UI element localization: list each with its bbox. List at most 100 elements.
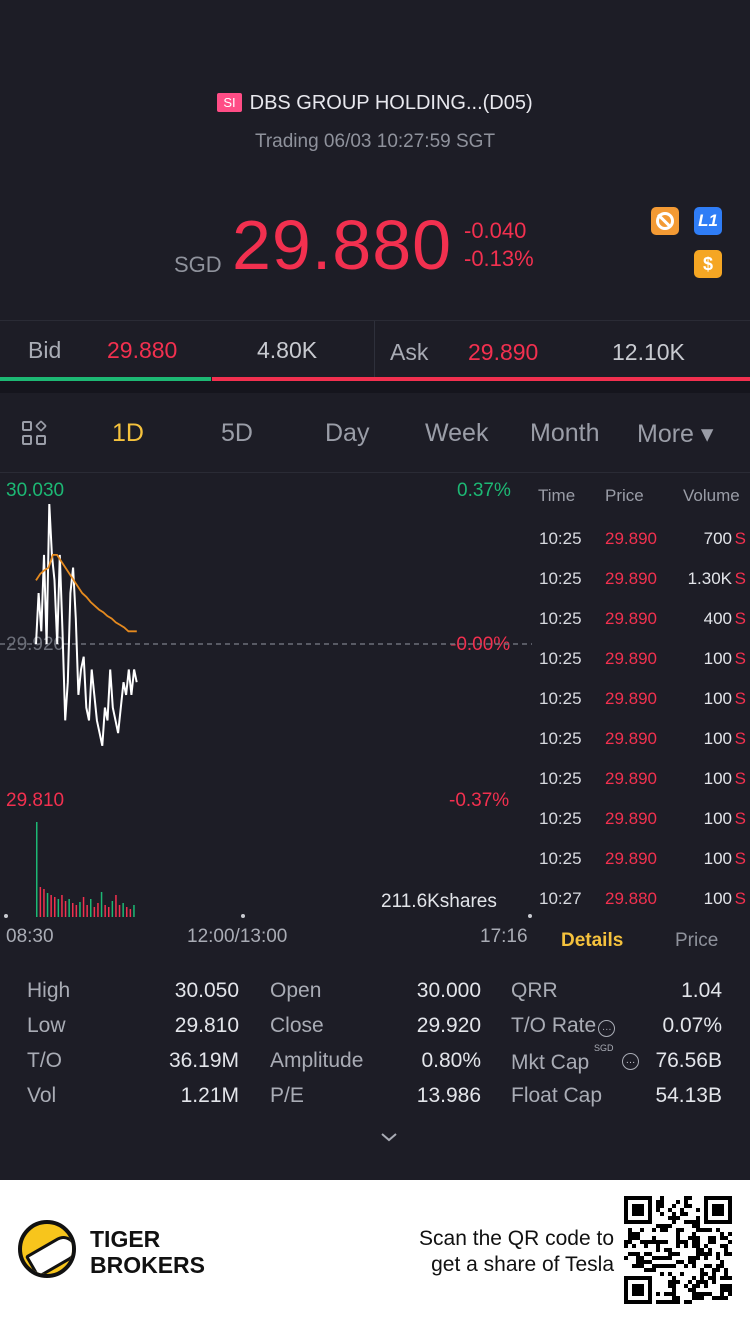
dollar-icon[interactable]: $ <box>694 250 722 278</box>
tick-volume: 100 <box>703 809 732 828</box>
market-cap-currency: SGD <box>594 1043 614 1053</box>
stats-panel: High 30.050 Low 29.810 T/O 36.19M Vol 1.… <box>0 975 750 1165</box>
volume-bar <box>93 907 96 917</box>
bid-label: Bid <box>28 337 62 363</box>
volume-bar <box>86 905 88 917</box>
tiger-logo-icon <box>18 1220 76 1278</box>
chart-prev-close: 29.920 <box>6 634 65 655</box>
volume-bar <box>133 905 135 917</box>
volume-bar <box>57 899 60 917</box>
low-value: 29.810 <box>174 1014 239 1037</box>
tick-time: 10:25 <box>539 649 582 668</box>
volume-bar <box>64 901 67 917</box>
tick-header-volume: Volume <box>683 486 740 505</box>
section-separator <box>0 381 750 393</box>
turnover-rate-label[interactable]: T/O Rate… <box>511 1014 616 1038</box>
tick-row: 10:25 29.890 100 S <box>532 809 750 849</box>
chevron-down-icon[interactable] <box>380 1128 398 1146</box>
stock-title: DBS GROUP HOLDING...(D05) <box>249 92 533 114</box>
tick-list[interactable]: Time Price Volume 10:25 29.890 700 S 10:25 29… <box>532 474 750 914</box>
tick-side: S <box>734 689 746 708</box>
no-short-icon[interactable] <box>651 207 679 235</box>
ask-ratio-fill <box>212 377 750 381</box>
tab-month[interactable]: Month <box>530 419 600 447</box>
info-icon[interactable]: … <box>598 1020 616 1037</box>
bid-ask-bar[interactable]: Bid 29.880 4.80K Ask 29.890 12.10K <box>0 320 750 379</box>
high-value: 30.050 <box>174 979 239 1002</box>
period-tabs: 1D 5D Day Week Month More ▾ <box>0 393 750 473</box>
tick-side: S <box>734 649 746 668</box>
amplitude-label: Amplitude <box>270 1049 364 1072</box>
tick-volume: 1.30K <box>687 569 732 588</box>
tick-price: 29.890 <box>605 529 657 548</box>
tick-price: 29.880 <box>605 889 657 908</box>
tick-row: 10:25 29.890 100 S <box>532 849 750 889</box>
currency-label: SGD <box>174 252 222 277</box>
quote-header: SI DBS GROUP HOLDING...(D05) Trading 06/0… <box>0 0 750 318</box>
tick-side: S <box>734 889 746 908</box>
volume-bar <box>126 907 128 917</box>
tick-volume: 100 <box>703 649 732 668</box>
tab-week[interactable]: Week <box>425 419 489 447</box>
tick-time: 10:25 <box>539 849 582 868</box>
volume-bar <box>43 889 45 917</box>
volume-bar <box>100 892 103 917</box>
close-value: 29.920 <box>416 1014 481 1037</box>
grid-icon[interactable] <box>22 419 50 449</box>
high-label: High <box>27 979 71 1002</box>
axis-dot <box>241 914 245 918</box>
promo-footer: TIGER BROKERS Scan the QR code to get a … <box>0 1180 750 1324</box>
tick-time: 10:27 <box>539 889 582 908</box>
volume-bar <box>75 905 78 917</box>
chart-low-price: 29.810 <box>6 790 65 811</box>
qrr-value: 1.04 <box>681 979 722 1002</box>
price-row: SGD 29.880 -0.040 -0.13% L1 $ <box>0 205 750 295</box>
tick-side: S <box>734 809 746 828</box>
trading-status: Trading 06/03 10:27:59 SGT <box>254 131 496 152</box>
tick-row: 10:25 29.890 100 S <box>532 649 750 689</box>
tick-volume: 700 <box>703 529 732 548</box>
tick-time: 10:25 <box>539 569 582 588</box>
tick-row: 10:25 29.890 100 S <box>532 769 750 809</box>
intraday-chart[interactable]: 30.030 0.37% 29.920 -0.00% 29.810 -0.37%… <box>0 474 532 964</box>
volume-bar <box>72 903 74 917</box>
tick-side: S <box>734 569 746 588</box>
tick-time: 10:25 <box>539 689 582 708</box>
volume-bar <box>39 887 42 917</box>
time-start: 08:30 <box>6 926 54 947</box>
tab-price[interactable]: Price <box>675 930 719 951</box>
tick-time: 10:25 <box>539 809 582 828</box>
low-label: Low <box>27 1014 66 1037</box>
volume-bar <box>50 895 52 917</box>
volume-label: Vol <box>27 1084 57 1107</box>
tick-price: 29.890 <box>605 849 657 868</box>
tab-more[interactable]: More ▾ <box>637 420 714 448</box>
change-value: -0.040 <box>464 218 527 243</box>
tick-price: 29.890 <box>605 569 657 588</box>
info-icon[interactable]: … <box>622 1053 639 1070</box>
tab-1d[interactable]: 1D <box>112 419 144 447</box>
tick-row: 10:25 29.890 1.30K S <box>532 569 750 609</box>
tab-day[interactable]: Day <box>325 419 370 447</box>
volume-bar <box>54 897 56 917</box>
bid-ratio-fill <box>0 377 212 381</box>
tick-side: S <box>734 609 746 628</box>
volume-bar <box>90 899 92 917</box>
tick-volume: 100 <box>703 849 732 868</box>
tick-volume: 100 <box>703 889 732 908</box>
ask-price: 29.890 <box>468 339 539 365</box>
stock-title-row[interactable]: SI DBS GROUP HOLDING...(D05) <box>0 92 750 115</box>
volume-bar <box>97 903 99 917</box>
market-badge: SI <box>217 93 242 112</box>
open-label: Open <box>270 979 322 1002</box>
tab-5d[interactable]: 5D <box>221 419 253 447</box>
volume-bar <box>46 893 49 917</box>
tab-details[interactable]: Details <box>561 930 624 951</box>
amplitude-value: 0.80% <box>421 1049 481 1072</box>
level1-icon[interactable]: L1 <box>694 207 722 235</box>
tick-side: S <box>734 729 746 748</box>
tick-side: S <box>734 849 746 868</box>
tick-row: 10:27 29.880 100 S <box>532 889 750 929</box>
bid-ask-ratio-bar <box>0 377 750 381</box>
chart-high-price: 30.030 <box>6 480 65 501</box>
